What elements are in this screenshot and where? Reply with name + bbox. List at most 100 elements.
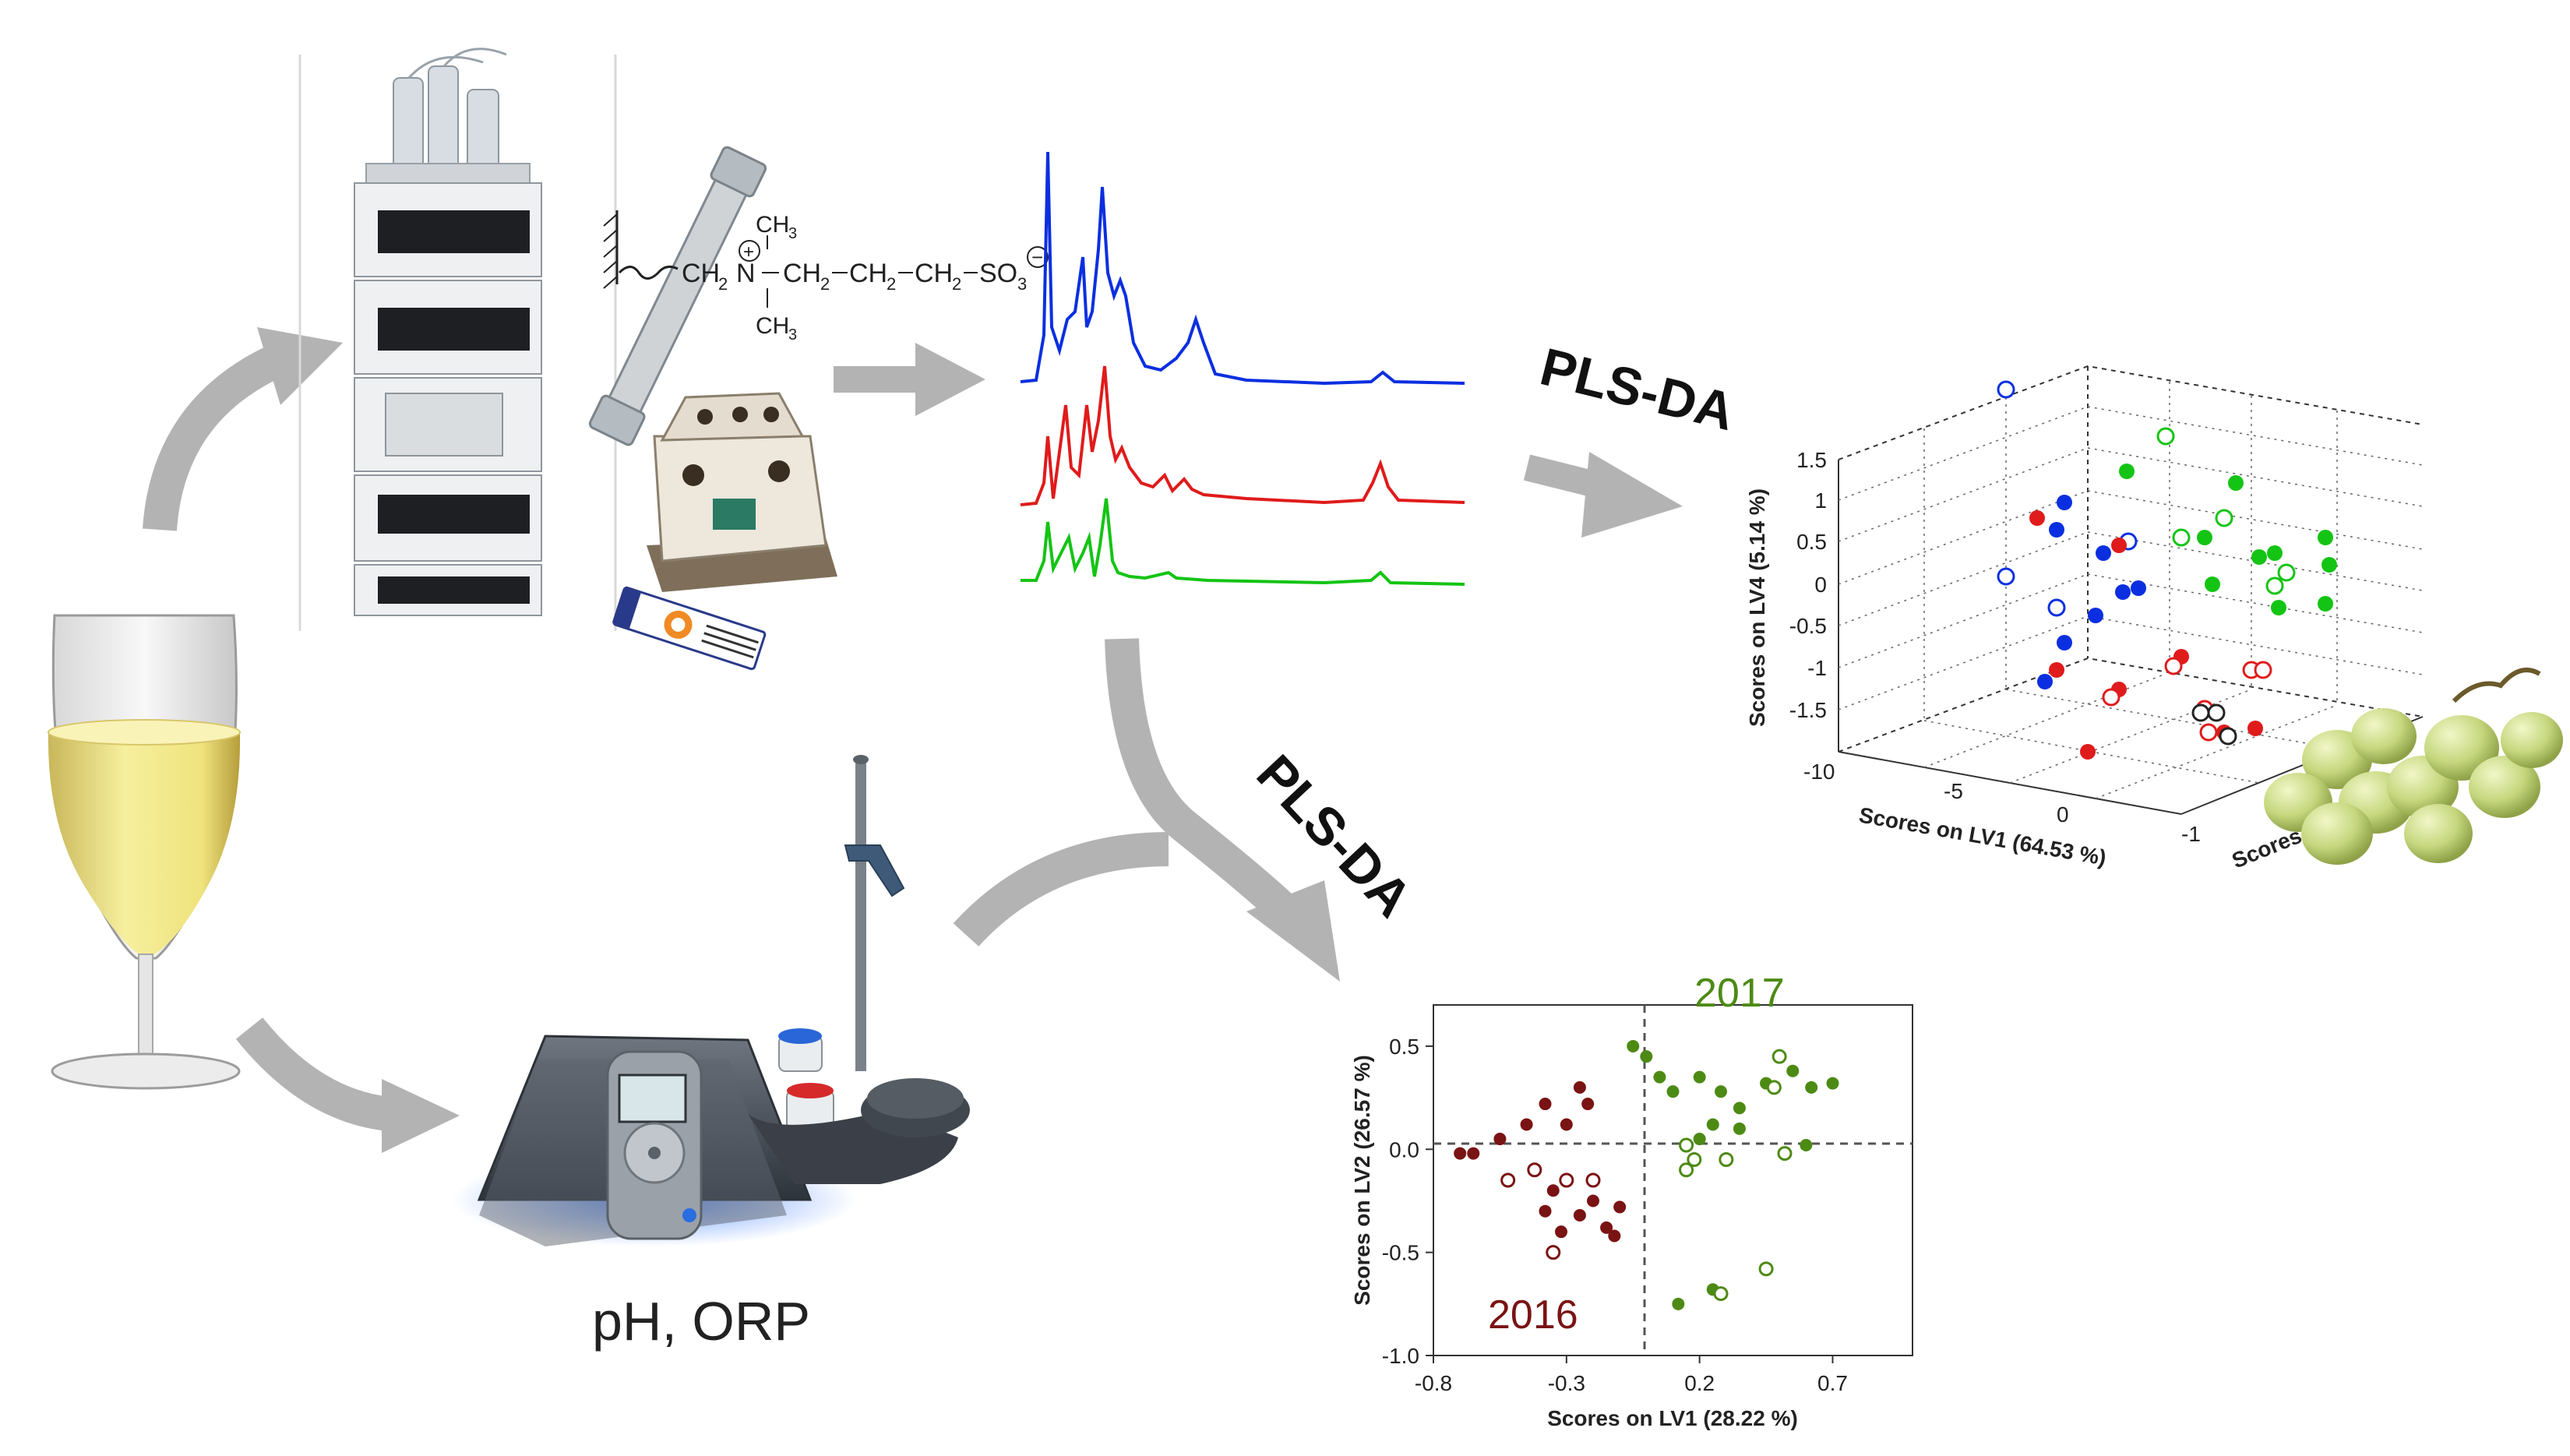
svg-text:−: − <box>1031 245 1043 269</box>
y-tick-label: -0.5 <box>1789 614 1827 638</box>
svg-text:2: 2 <box>952 274 961 294</box>
point-2017-filled <box>1800 1139 1813 1151</box>
point-2016-filled <box>1581 1098 1595 1111</box>
scatter-2d-plot: -0.8 -0.3 0.2 0.7 0.5 0.0 -0.5 -1.0 2017 2016 S… <box>1350 971 1913 1430</box>
point-2016-filled <box>1467 1147 1480 1160</box>
arrow-chromatogram-down <box>1105 638 1340 982</box>
annotation-2017: 2017 <box>1694 971 1785 1016</box>
point-2016-filled <box>1573 1081 1586 1094</box>
scatter-3d-plot: 1.5 1 0.5 0 -0.5 -1 -1.5 Scores on LV4 (5.14 %… <box>1745 365 2563 873</box>
point-2016-filled <box>1600 1221 1613 1234</box>
point3d-black-open <box>2191 703 2210 722</box>
point3d-green-filled <box>2205 576 2220 592</box>
point-2016-open <box>1527 1162 1542 1178</box>
svg-text:2: 2 <box>820 274 830 294</box>
point3d-green-filled <box>2267 545 2283 561</box>
point3d-green-open <box>2215 509 2233 527</box>
point-2017-filled <box>1706 1118 1719 1131</box>
point-2016-filled <box>1520 1118 1533 1131</box>
point-2017-filled <box>1672 1297 1685 1310</box>
z-tick: -1 <box>2181 822 2201 846</box>
electrode-strip <box>612 586 767 671</box>
arrow-chromatogram-to-3d <box>1523 452 1683 538</box>
arrow-glass-to-meter <box>235 1017 460 1153</box>
point3d-blue-open <box>1997 567 2015 586</box>
point3d-red-open <box>2102 688 2121 707</box>
point3d-green-filled <box>2197 530 2212 545</box>
red-trace <box>1020 365 1465 506</box>
point3d-green-filled <box>2119 464 2135 479</box>
point-2016-filled <box>1539 1204 1552 1218</box>
svg-text:CH: CH <box>849 259 887 288</box>
point-2017-open <box>1719 1152 1734 1168</box>
point-2016-filled <box>1608 1229 1621 1243</box>
point-2017-filled <box>1733 1122 1746 1135</box>
svg-text:2: 2 <box>887 274 896 294</box>
y-tick-label: -1.5 <box>1789 698 1827 722</box>
svg-text:3: 3 <box>1017 274 1027 294</box>
point-2017-filled <box>1786 1064 1800 1077</box>
point3d-red-filled <box>2029 510 2045 526</box>
point-2016-open <box>1546 1245 1561 1260</box>
point3d-green-filled <box>2321 557 2337 573</box>
point-2017-open <box>1679 1137 1694 1153</box>
point3d-blue-filled <box>2057 495 2072 510</box>
point3d-blue-open <box>1997 380 2015 399</box>
point-2017-filled <box>1693 1070 1706 1084</box>
formula-so3: SO <box>979 259 1017 288</box>
point-2017-filled <box>1805 1081 1818 1094</box>
formula-ch2: CH <box>682 259 720 288</box>
y-tick-label: -1.0 <box>1382 1344 1419 1368</box>
point3d-red-open <box>2199 723 2218 742</box>
y-tick-label: 1 <box>1814 488 1827 513</box>
point3d-blue-filled <box>2131 580 2146 596</box>
blue-trace <box>1020 151 1465 386</box>
point-2017-filled <box>1640 1050 1653 1063</box>
point-2016-open <box>1500 1172 1516 1188</box>
svg-text:CH: CH <box>783 259 821 288</box>
svg-text:+: + <box>743 241 754 263</box>
y-tick-label: 0 <box>1814 573 1827 597</box>
point-2017-open <box>1687 1152 1702 1168</box>
axis-label-lv1-2d: Scores on LV1 (28.22 %) <box>1547 1406 1798 1430</box>
point3d-blue-filled <box>2115 584 2131 600</box>
point-2016-filled <box>1613 1200 1627 1214</box>
point3d-green-filled <box>2271 600 2286 615</box>
x-tick: 0 <box>2057 802 2069 827</box>
x-tick-label: 0.2 <box>1684 1371 1715 1395</box>
point-2016-filled <box>1546 1184 1560 1197</box>
y-tick-label: 0.0 <box>1389 1137 1419 1162</box>
point3d-blue-filled <box>2049 522 2064 538</box>
chromatogram <box>1020 151 1465 586</box>
point3d-blue-filled <box>2057 635 2072 650</box>
point3d-green-filled <box>2318 596 2333 612</box>
svg-text:CH: CH <box>756 212 789 238</box>
point3d-red-open <box>2164 657 2183 675</box>
point-2016-filled <box>1587 1194 1599 1207</box>
arrow-hplc-to-chromatogram <box>834 343 985 416</box>
point-2017-filled <box>1666 1085 1680 1098</box>
axis-label-lv4: Scores on LV4 (5.14 %) <box>1745 488 1769 727</box>
point-2016-filled <box>1539 1098 1552 1111</box>
point-2017-open <box>1713 1286 1729 1302</box>
point3d-red-filled <box>2080 744 2096 760</box>
x-tick-label: -0.3 <box>1548 1371 1585 1395</box>
ph-meter <box>452 755 970 1246</box>
y-tick-label: -1 <box>1807 656 1827 680</box>
point-2017-filled <box>1653 1070 1666 1084</box>
point3d-red-filled <box>2111 538 2127 553</box>
point3d-red-open <box>2254 661 2272 679</box>
zwitterion-formula: CH 2 + N CH 3 CH 3 CH 2 CH 2 CH 2 SO 3 − <box>603 210 1049 344</box>
point-2017-open <box>1766 1080 1782 1095</box>
point3d-blue-filled <box>2096 545 2111 561</box>
hplc-system <box>298 48 617 631</box>
svg-text:2: 2 <box>718 274 728 294</box>
point3d-green-open <box>2156 427 2175 446</box>
point-2017-open <box>1772 1049 1787 1064</box>
point-2017-filled <box>1826 1077 1839 1090</box>
wine-glass <box>48 614 241 1090</box>
point-2017-filled <box>1627 1039 1640 1052</box>
point3d-green-filled <box>2318 530 2333 545</box>
point-2017-open <box>1777 1146 1793 1162</box>
